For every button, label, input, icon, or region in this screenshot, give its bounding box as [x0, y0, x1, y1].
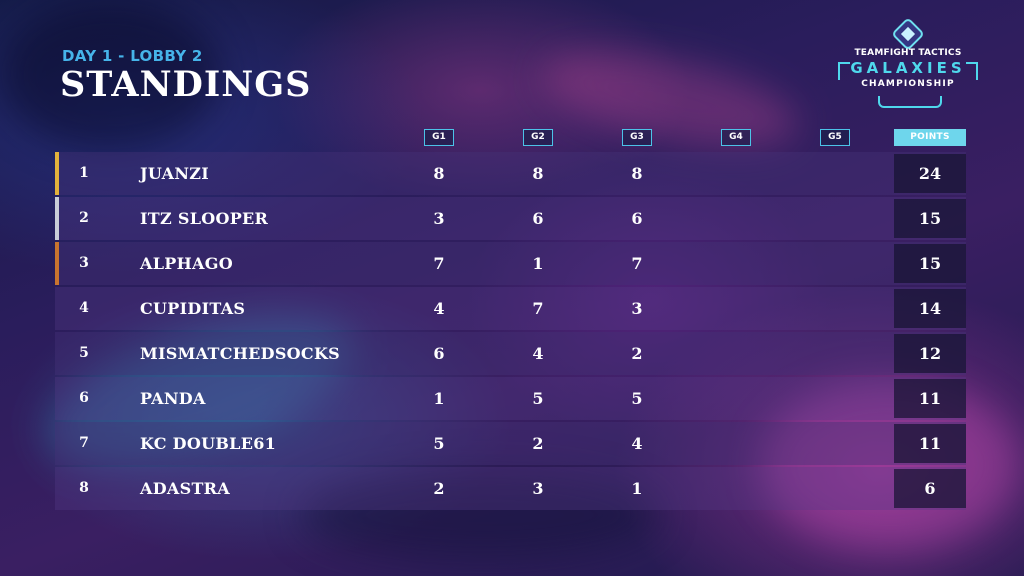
- points-value: 24: [918, 164, 942, 183]
- game-2-placement-cell: 1: [532, 254, 544, 273]
- player-name-cell: ALPHAGO: [140, 254, 233, 273]
- points-value: 12: [918, 344, 942, 363]
- points-cell: 14: [894, 289, 966, 328]
- player-name-cell: PANDA: [140, 389, 206, 408]
- game-5-placement-cell: [820, 152, 850, 195]
- game-1-placement-cell: 1: [433, 389, 445, 408]
- table-row: 8 ADASTRA 2 3 1 6: [55, 467, 966, 510]
- game-2-placement-cell: 2: [532, 434, 544, 453]
- column-header-g1: G1: [424, 129, 454, 146]
- player-name-cell: MISMATCHEDSOCKS: [140, 344, 341, 363]
- lobby-subtitle: DAY 1 - LOBBY 2: [62, 47, 203, 65]
- rank-cell: 2: [79, 210, 89, 226]
- game-1-placement-cell: 6: [433, 344, 445, 363]
- game-3-placement-cell: 6: [631, 209, 643, 228]
- game-4-placement-cell: [721, 467, 751, 510]
- rank-cell: 6: [79, 390, 89, 406]
- rank-cell: 5: [79, 345, 89, 361]
- game-1-placement-cell: 5: [433, 434, 445, 453]
- rank-cell: 8: [79, 480, 89, 496]
- points-value: 15: [918, 209, 942, 228]
- game-5-placement-cell: [820, 197, 850, 240]
- game-2-placement-cell: 5: [532, 389, 544, 408]
- points-cell: 24: [894, 154, 966, 193]
- tournament-logo: TEAMFIGHT TACTICS GALAXIES CHAMPIONSHIP: [836, 17, 980, 110]
- player-name-cell: CUPIDITAS: [140, 299, 246, 318]
- logo-bottom-bracket-icon: [878, 96, 942, 108]
- game-2-placement-cell: 6: [532, 209, 544, 228]
- table-row: 6 PANDA 1 5 5 11: [55, 377, 966, 420]
- player-name-cell: ITZ SLOOPER: [140, 209, 269, 228]
- game-4-placement-cell: [721, 332, 751, 375]
- game-3-placement-cell: 1: [631, 479, 643, 498]
- points-cell: 6: [894, 469, 966, 508]
- points-cell: 15: [894, 244, 966, 283]
- logo-bracket-left-icon: [838, 62, 850, 80]
- table-row: 1 JUANZI 8 8 8 24: [55, 152, 966, 195]
- player-name-cell: JUANZI: [140, 164, 210, 183]
- points-value: 6: [924, 479, 936, 498]
- game-1-placement-cell: 2: [433, 479, 445, 498]
- column-header-points: POINTS: [894, 129, 966, 146]
- player-name-cell: KC DOUBLE61: [140, 434, 277, 453]
- game-4-placement-cell: [721, 197, 751, 240]
- game-5-placement-cell: [820, 467, 850, 510]
- logo-emblem-icon: [891, 17, 925, 51]
- points-cell: 12: [894, 334, 966, 373]
- rank-cell: 3: [79, 255, 89, 271]
- game-5-placement-cell: [820, 422, 850, 465]
- game-2-placement-cell: 3: [532, 479, 544, 498]
- game-2-placement-cell: 8: [532, 164, 544, 183]
- column-header-g5: G5: [820, 129, 850, 146]
- logo-bracket-right-icon: [966, 62, 978, 80]
- points-value: 11: [918, 434, 942, 453]
- rank-accent-bar: [55, 242, 59, 285]
- game-1-placement-cell: 7: [433, 254, 445, 273]
- rank-cell: 1: [79, 165, 89, 181]
- points-cell: 11: [894, 424, 966, 463]
- logo-line-3: CHAMPIONSHIP: [861, 79, 955, 89]
- rank-accent-bar: [55, 197, 59, 240]
- table-row: 4 CUPIDITAS 4 7 3 14: [55, 287, 966, 330]
- game-3-placement-cell: 5: [631, 389, 643, 408]
- game-3-placement-cell: 7: [631, 254, 643, 273]
- game-4-placement-cell: [721, 152, 751, 195]
- game-3-placement-cell: 2: [631, 344, 643, 363]
- game-4-placement-cell: [721, 287, 751, 330]
- logo-line-1: TEAMFIGHT TACTICS: [854, 48, 962, 58]
- logo-line-2: GALAXIES: [850, 59, 966, 77]
- game-5-placement-cell: [820, 242, 850, 285]
- game-2-placement-cell: 4: [532, 344, 544, 363]
- rank-accent-bar: [55, 152, 59, 195]
- game-2-placement-cell: 7: [532, 299, 544, 318]
- table-row: 7 KC DOUBLE61 5 2 4 11: [55, 422, 966, 465]
- player-name-cell: ADASTRA: [140, 479, 230, 498]
- game-4-placement-cell: [721, 422, 751, 465]
- column-header-g4: G4: [721, 129, 751, 146]
- points-value: 15: [918, 254, 942, 273]
- game-1-placement-cell: 3: [433, 209, 445, 228]
- column-header-g2: G2: [523, 129, 553, 146]
- game-1-placement-cell: 8: [433, 164, 445, 183]
- rank-cell: 7: [79, 435, 89, 451]
- game-5-placement-cell: [820, 332, 850, 375]
- game-3-placement-cell: 4: [631, 434, 643, 453]
- game-4-placement-cell: [721, 377, 751, 420]
- game-5-placement-cell: [820, 377, 850, 420]
- points-value: 14: [918, 299, 942, 318]
- points-cell: 11: [894, 379, 966, 418]
- game-1-placement-cell: 4: [433, 299, 445, 318]
- game-5-placement-cell: [820, 287, 850, 330]
- page-title: STANDINGS: [60, 64, 312, 105]
- rank-cell: 4: [79, 300, 89, 316]
- points-value: 11: [918, 389, 942, 408]
- table-row: 2 ITZ SLOOPER 3 6 6 15: [55, 197, 966, 240]
- points-cell: 15: [894, 199, 966, 238]
- game-3-placement-cell: 8: [631, 164, 643, 183]
- game-3-placement-cell: 3: [631, 299, 643, 318]
- table-row: 3 ALPHAGO 7 1 7 15: [55, 242, 966, 285]
- table-row: 5 MISMATCHEDSOCKS 6 4 2 12: [55, 332, 966, 375]
- game-4-placement-cell: [721, 242, 751, 285]
- column-header-g3: G3: [622, 129, 652, 146]
